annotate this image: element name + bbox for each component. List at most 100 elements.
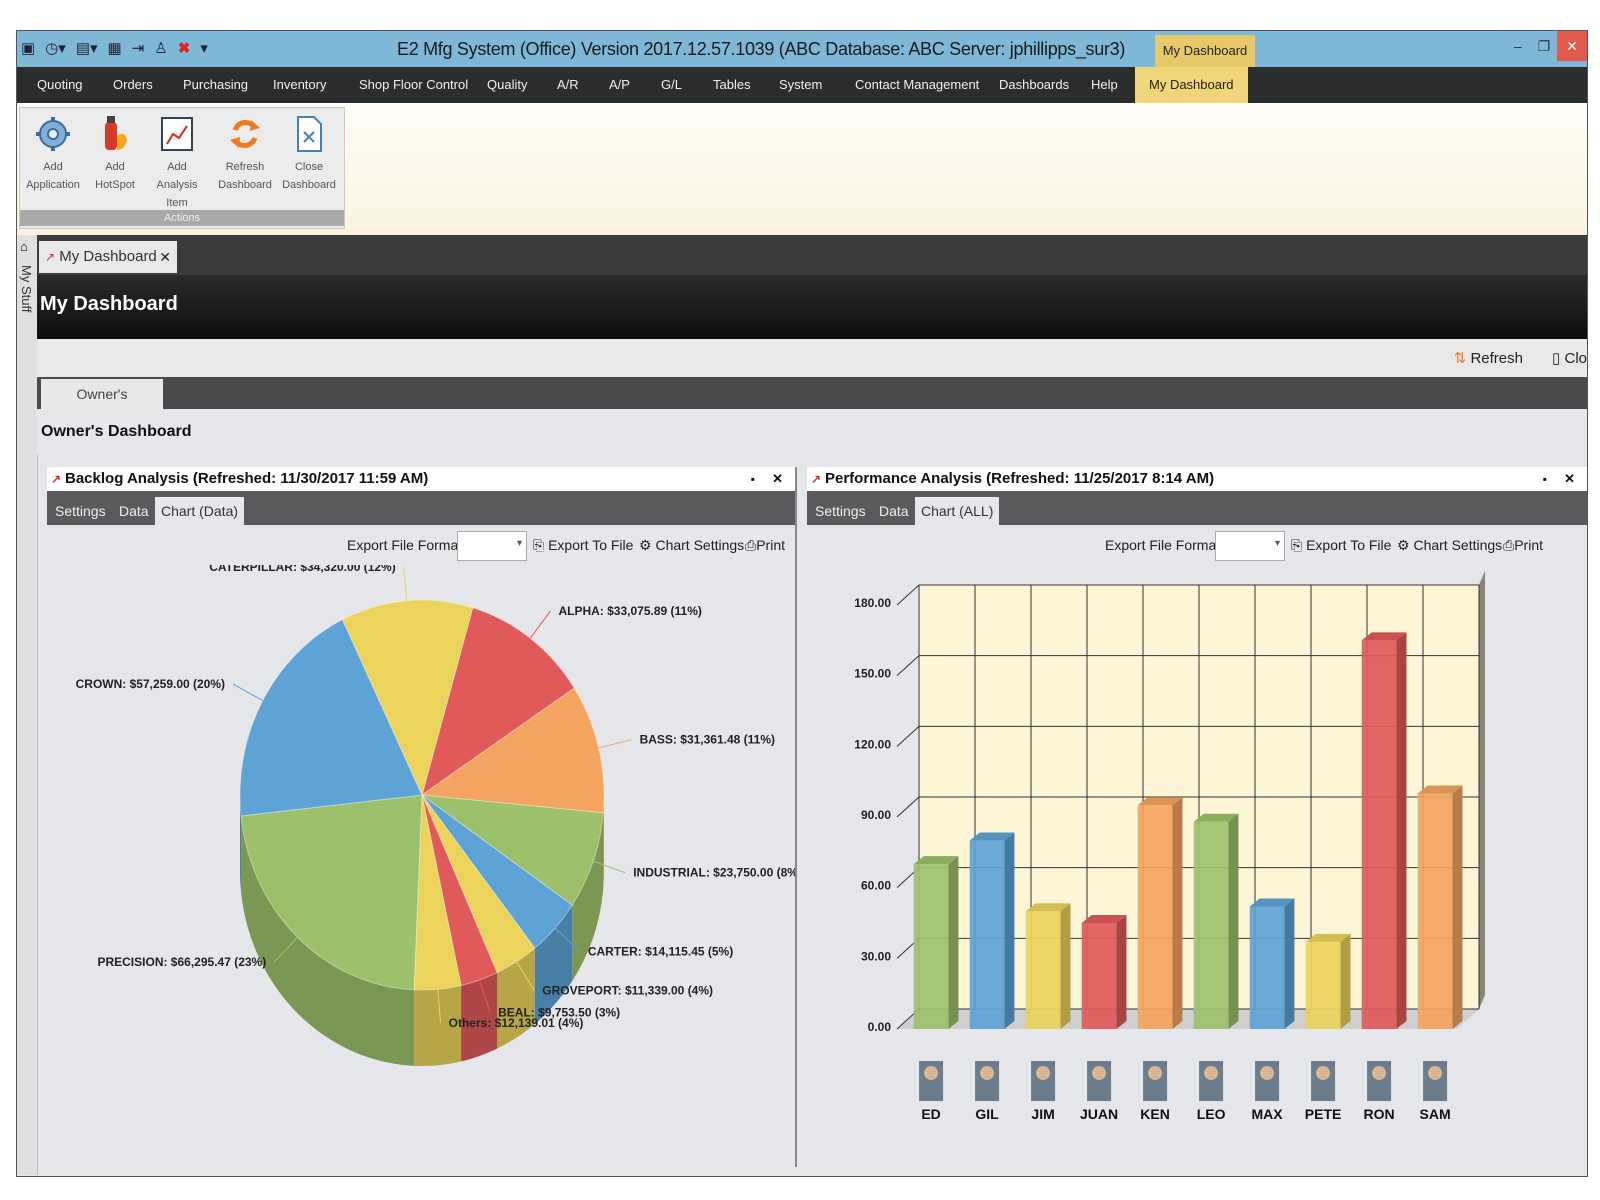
refresh-small-icon: ⇅ <box>1453 350 1467 367</box>
menu-purchasing[interactable]: Purchasing <box>183 77 249 92</box>
calendar-icon[interactable]: ▦ <box>107 40 122 57</box>
exit-icon[interactable]: ⇥ <box>131 40 145 57</box>
my-stuff-sidebar[interactable]: ⌂ My Stuff <box>17 235 38 1175</box>
export-format-label: Export File Format: <box>1105 537 1225 553</box>
menu-tables[interactable]: Tables <box>713 77 751 92</box>
performance-tab-chart[interactable]: Chart (ALL) <box>915 497 1000 525</box>
bar-side-0 <box>948 856 959 1029</box>
menu-quoting[interactable]: Quoting <box>37 77 83 92</box>
close-panel-icon[interactable]: ✕ <box>1564 471 1575 486</box>
restore-button[interactable]: ❐ <box>1537 38 1551 54</box>
close-button[interactable]: ✕ <box>1557 31 1587 61</box>
add-application-button[interactable]: Add Application <box>22 114 84 194</box>
menu-ar[interactable]: A/R <box>557 77 579 92</box>
menu-dashboards[interactable]: Dashboards <box>999 77 1070 92</box>
maximize-panel-icon[interactable]: ▪ <box>1542 472 1547 486</box>
pie-slice-6[interactable] <box>413 794 462 991</box>
refresh-dashboard-button[interactable]: Refresh Dashboard <box>214 114 276 194</box>
export-format-select[interactable] <box>457 531 527 561</box>
pie-side-6-0 <box>414 985 462 1066</box>
menu-shop-floor-control[interactable]: Shop Floor Control <box>359 77 469 92</box>
bar-5[interactable] <box>1193 821 1229 1029</box>
pie-slice-7[interactable] <box>240 794 423 991</box>
menu-help[interactable]: Help <box>1091 77 1118 92</box>
pie-slice-8[interactable] <box>239 618 423 817</box>
backlog-pie-chart: ALPHA: $33,075.89 (11%) BASS: $31,361.48 … <box>76 560 802 1066</box>
bar-6[interactable] <box>1249 906 1285 1029</box>
bar-1[interactable] <box>969 840 1005 1029</box>
bar-9[interactable] <box>1417 793 1453 1029</box>
tab-my-dashboard[interactable]: ↗ My Dashboard ✕ <box>39 241 177 273</box>
bar-4[interactable] <box>1137 805 1173 1029</box>
print-button[interactable]: ⎙Print <box>1503 537 1543 554</box>
refresh-label: Refresh <box>1470 350 1523 367</box>
bar-0[interactable] <box>913 864 949 1029</box>
pie-slice-4[interactable] <box>421 794 536 974</box>
minimize-button[interactable]: – <box>1514 38 1522 54</box>
y-tick-label-4: 120.00 <box>854 737 891 751</box>
chart-settings-button[interactable]: ⚙ Chart Settings <box>639 537 744 554</box>
menu-contact-management[interactable]: Contact Management <box>855 77 980 92</box>
add-analysis-item-button[interactable]: Add Analysis Item <box>146 114 208 212</box>
close-dashboard-button[interactable]: Close Dashboard <box>278 114 340 194</box>
backlog-tab-data[interactable]: Data <box>119 503 149 519</box>
sub-header-title: Owner's Dashboard <box>41 423 192 440</box>
menu-system[interactable]: System <box>779 77 823 92</box>
clock-icon[interactable]: ◷▾ <box>45 40 66 57</box>
close-tab-button[interactable]: ✕ <box>159 249 171 265</box>
pie-slice-9[interactable] <box>341 599 474 797</box>
bar-7[interactable] <box>1305 941 1341 1029</box>
app-icon[interactable]: ▣ <box>21 40 36 57</box>
add-analysis-label-1: Add Analysis <box>156 161 198 191</box>
pie-label-7: PRECISION: $66,295.47 (23%) <box>97 955 266 969</box>
bar-8[interactable] <box>1361 640 1397 1029</box>
pie-slice-1[interactable] <box>420 687 605 814</box>
pie-slice-2[interactable] <box>420 794 604 906</box>
delete-icon[interactable]: ✖ <box>177 40 191 57</box>
export-to-file-label: Export To File <box>548 537 634 553</box>
pie-label-1: BASS: $31,361.48 (11%) <box>640 733 775 747</box>
close-button-truncated[interactable]: ▯ Clo <box>1552 349 1587 367</box>
pie-leader-7 <box>273 936 298 963</box>
add-hotspot-button[interactable]: Add HotSpot <box>84 114 146 194</box>
close-panel-icon[interactable]: ✕ <box>772 471 783 486</box>
dashboard-toolbar: ⇅ Refresh ▯ Clo <box>37 339 1587 377</box>
pie-slice-3[interactable] <box>421 794 573 949</box>
avatar-face-8 <box>1372 1066 1387 1080</box>
backlog-tab-settings[interactable]: Settings <box>55 503 106 519</box>
bar-3[interactable] <box>1081 923 1117 1029</box>
y-tick-6 <box>896 584 920 606</box>
home-icon[interactable]: ⌂ <box>20 239 28 254</box>
user-icon[interactable]: ♙ <box>154 40 168 57</box>
menu-my-dashboard[interactable]: My Dashboard <box>1135 67 1248 103</box>
performance-tab-settings[interactable]: Settings <box>815 503 866 519</box>
chart-settings-button[interactable]: ⚙ Chart Settings <box>1397 537 1502 554</box>
bar-top-7 <box>1305 933 1351 942</box>
tab-owners-dashboard[interactable]: Owner's Dashboard <box>41 379 163 432</box>
menu-quality[interactable]: Quality <box>487 77 528 92</box>
performance-tab-data[interactable]: Data <box>879 503 909 519</box>
bar-top-5 <box>1193 813 1239 822</box>
menu-orders[interactable]: Orders <box>113 77 153 92</box>
menu-gl[interactable]: G/L <box>661 77 682 92</box>
print-button[interactable]: ⎙Print <box>745 537 785 554</box>
y-tick-3 <box>896 796 920 818</box>
export-format-select[interactable] <box>1215 531 1285 561</box>
fire-extinguisher-icon <box>105 116 127 150</box>
export-to-file-button[interactable]: ⎘ Export To File <box>1291 537 1391 554</box>
backlog-tabs: Settings Data Chart (Data) <box>47 491 795 525</box>
menu-ap[interactable]: A/P <box>609 77 630 92</box>
pie-slice-0[interactable] <box>421 607 575 797</box>
export-to-file-button[interactable]: ⎘ Export To File <box>533 537 633 554</box>
chart-icon[interactable]: ▤▾ <box>75 40 98 57</box>
backlog-tab-chart[interactable]: Chart (Data) <box>155 497 245 525</box>
menu-inventory[interactable]: Inventory <box>273 77 327 92</box>
bar-side-9 <box>1452 785 1463 1029</box>
bar-top-1 <box>969 832 1015 841</box>
performance-tabs: Settings Data Chart (ALL) <box>807 491 1587 525</box>
customize-toolbar-icon[interactable]: ▾ <box>200 40 208 57</box>
x-label-5: LEO <box>1197 1106 1226 1122</box>
bar-2[interactable] <box>1025 911 1061 1029</box>
maximize-panel-icon[interactable]: ▪ <box>750 472 755 486</box>
refresh-button[interactable]: ⇅ Refresh <box>1454 349 1523 367</box>
